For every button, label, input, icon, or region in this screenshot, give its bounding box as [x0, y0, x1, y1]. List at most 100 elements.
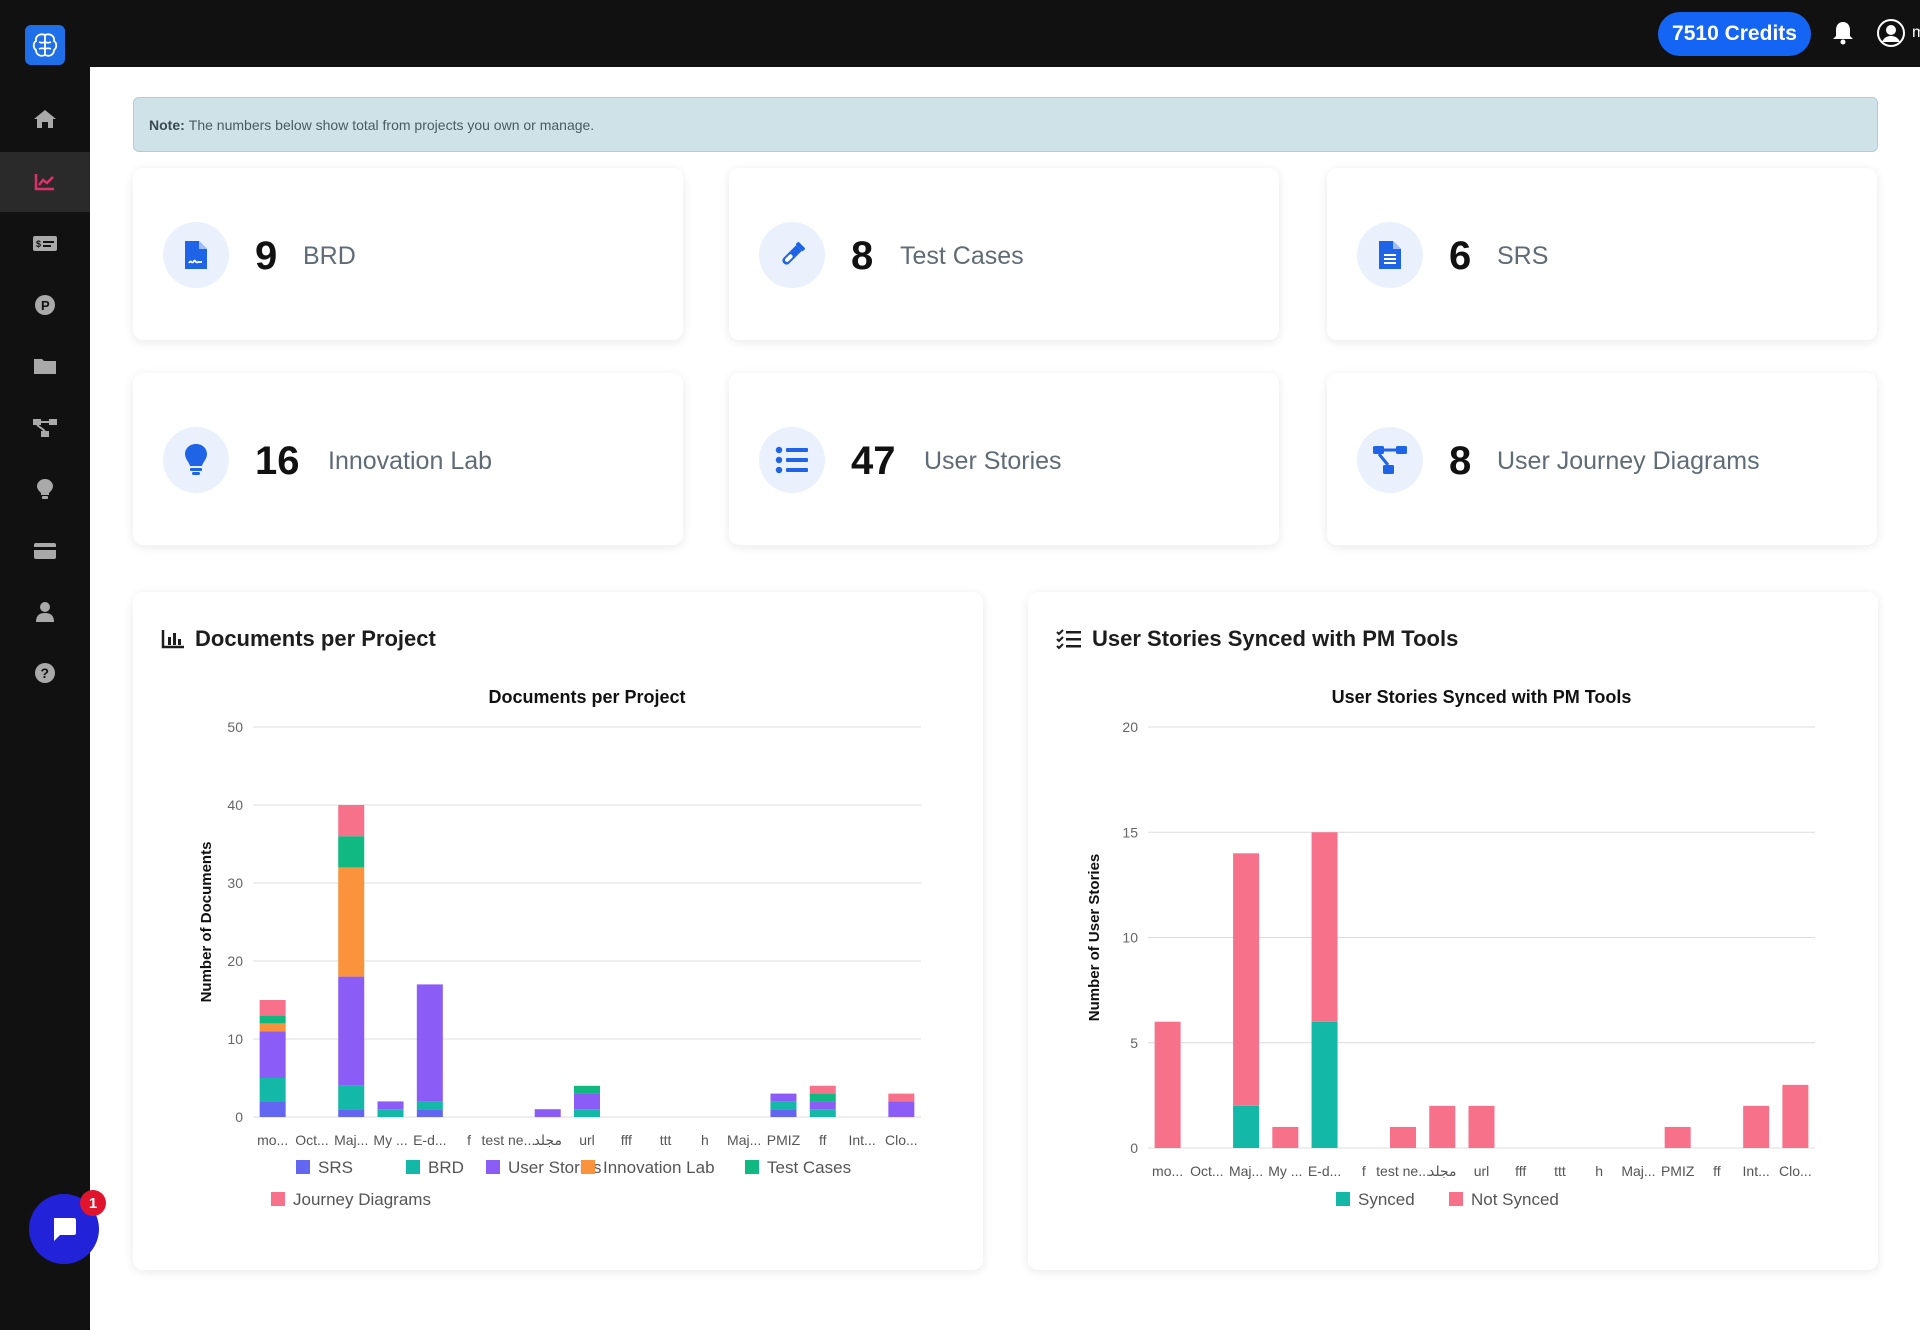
legend-label: Synced [1358, 1190, 1415, 1209]
stat-card-user-stories[interactable]: 47 User Stories [729, 373, 1279, 545]
sitemap-icon [33, 419, 57, 437]
y-axis-label: Number of User Stories [1086, 854, 1103, 1022]
bar-segment [1233, 1105, 1260, 1148]
y-tick-label: 10 [227, 1031, 243, 1047]
bar-segment [1233, 853, 1260, 1106]
user-stories-synced-chart: User Stories Synced with PM Tools 0 5 10 15 2… [1086, 687, 1815, 1209]
nav-profile[interactable] [0, 582, 90, 642]
chart-line-icon [34, 174, 54, 191]
bar-segment [338, 867, 365, 977]
x-tick-label: E-d... [1308, 1163, 1341, 1179]
brain-logo-icon[interactable] [25, 25, 65, 65]
nav-projects[interactable] [0, 336, 90, 396]
panel-title-text: User Stories Synced with PM Tools [1092, 626, 1459, 651]
credit-card-icon [34, 543, 56, 559]
bar-segment [338, 1109, 365, 1117]
bar-segment [809, 1085, 836, 1094]
legend-swatch [296, 1160, 310, 1174]
note-prefix: Note: [149, 116, 185, 133]
user-icon [36, 602, 54, 622]
x-tick-label: test ne... [482, 1132, 536, 1148]
legend-swatch [581, 1160, 595, 1174]
svg-text:$: $ [36, 239, 41, 249]
bar-segment [1664, 1126, 1691, 1148]
bar-segment [809, 1109, 836, 1117]
panel-title: Documents per Project [161, 626, 436, 652]
y-tick-label: 5 [1130, 1035, 1138, 1051]
bar-segment [1743, 1105, 1770, 1148]
nav-billing[interactable] [0, 521, 90, 581]
y-tick-label: 0 [1130, 1140, 1138, 1156]
user-avatar-icon [1877, 19, 1905, 47]
user-menu[interactable]: m.omar [1876, 17, 1920, 49]
x-tick-label: My ... [1268, 1163, 1302, 1179]
legend-label: Innovation Lab [603, 1158, 715, 1177]
stat-card-test-cases[interactable]: 8 Test Cases [729, 168, 1279, 340]
x-tick-label: fff [1515, 1163, 1526, 1179]
bar-segment [259, 1000, 286, 1016]
x-tick-label: url [579, 1132, 595, 1148]
stat-label: Test Cases [900, 242, 1024, 270]
y-tick-label: 15 [1122, 824, 1138, 840]
bar-segment [888, 1101, 915, 1117]
file-signature-icon [163, 222, 229, 288]
x-tick-label: ttt [660, 1132, 672, 1148]
help-circle-icon: ? [35, 663, 55, 683]
bar-segment [259, 1023, 286, 1032]
x-tick-label: مجلد [533, 1132, 562, 1148]
x-tick-label: مجلد [1428, 1163, 1457, 1179]
documents-per-project-panel: Documents per Project Documents per Proj… [133, 592, 983, 1270]
test-tube-icon [759, 222, 825, 288]
legend-label: Not Synced [1471, 1190, 1559, 1209]
stat-card-innovation-lab[interactable]: 16 Innovation Lab [133, 373, 683, 545]
document-icon [1357, 222, 1423, 288]
stat-card-user-journey-diagrams[interactable]: 8 User Journey Diagrams [1327, 373, 1877, 545]
x-tick-label: ttt [1554, 1163, 1566, 1179]
bar-segment [809, 1101, 836, 1110]
nav-help[interactable]: ? [0, 643, 90, 703]
panel-title-text: Documents per Project [195, 626, 436, 651]
x-tick-label: f [467, 1132, 471, 1148]
legend-swatch [271, 1192, 285, 1206]
nav-pricing[interactable]: $ [0, 213, 90, 273]
x-tick-label: mo... [257, 1132, 288, 1148]
nav-home[interactable] [0, 89, 90, 149]
folder-icon [34, 359, 56, 374]
y-axis-label: Number of Documents [198, 842, 215, 1003]
bar-segment [888, 1093, 915, 1102]
username: m.omar [1912, 24, 1920, 41]
stat-card-brd[interactable]: 9 BRD [133, 168, 683, 340]
y-tick-label: 0 [235, 1109, 243, 1125]
legend-label: User Stories [508, 1158, 602, 1177]
x-tick-label: Maj... [727, 1132, 761, 1148]
bar-chart-icon [161, 630, 184, 649]
bar-segment [338, 1085, 365, 1110]
user-stories-synced-panel: User Stories Synced with PM Tools User S… [1028, 592, 1878, 1270]
x-tick-label: ff [819, 1132, 827, 1148]
credits-button[interactable]: 7510 Credits [1658, 12, 1811, 56]
nav-innovation[interactable] [0, 459, 90, 519]
notification-bell-icon[interactable] [1828, 18, 1858, 48]
bar-segment [338, 976, 365, 1086]
stat-card-srs[interactable]: 6 SRS [1327, 168, 1877, 340]
checklist-icon [1056, 629, 1081, 650]
stat-value: 8 [1449, 439, 1472, 483]
nav-p[interactable]: P [0, 275, 90, 335]
x-tick-label: f [1362, 1163, 1366, 1179]
nav-diagrams[interactable] [0, 398, 90, 458]
x-tick-label: Clo... [1779, 1163, 1812, 1179]
stat-value: 8 [851, 234, 874, 278]
bar-segment [809, 1093, 836, 1102]
documents-chart: Documents per Project 0 10 20 30 40 50 Number o… [198, 687, 921, 1209]
stat-value: 9 [255, 234, 278, 278]
legend-label: Journey Diagrams [293, 1190, 431, 1209]
bar-segment [377, 1109, 404, 1117]
stat-value: 47 [851, 439, 896, 483]
x-tick-label: mo... [1152, 1163, 1183, 1179]
bar-segment [1311, 832, 1338, 1022]
x-tick-label: Maj... [334, 1132, 368, 1148]
bar-segment [534, 1109, 561, 1117]
x-tick-label: PMIZ [1661, 1163, 1695, 1179]
nav-dashboard[interactable] [0, 152, 90, 212]
money-card-icon: $ [33, 236, 57, 251]
